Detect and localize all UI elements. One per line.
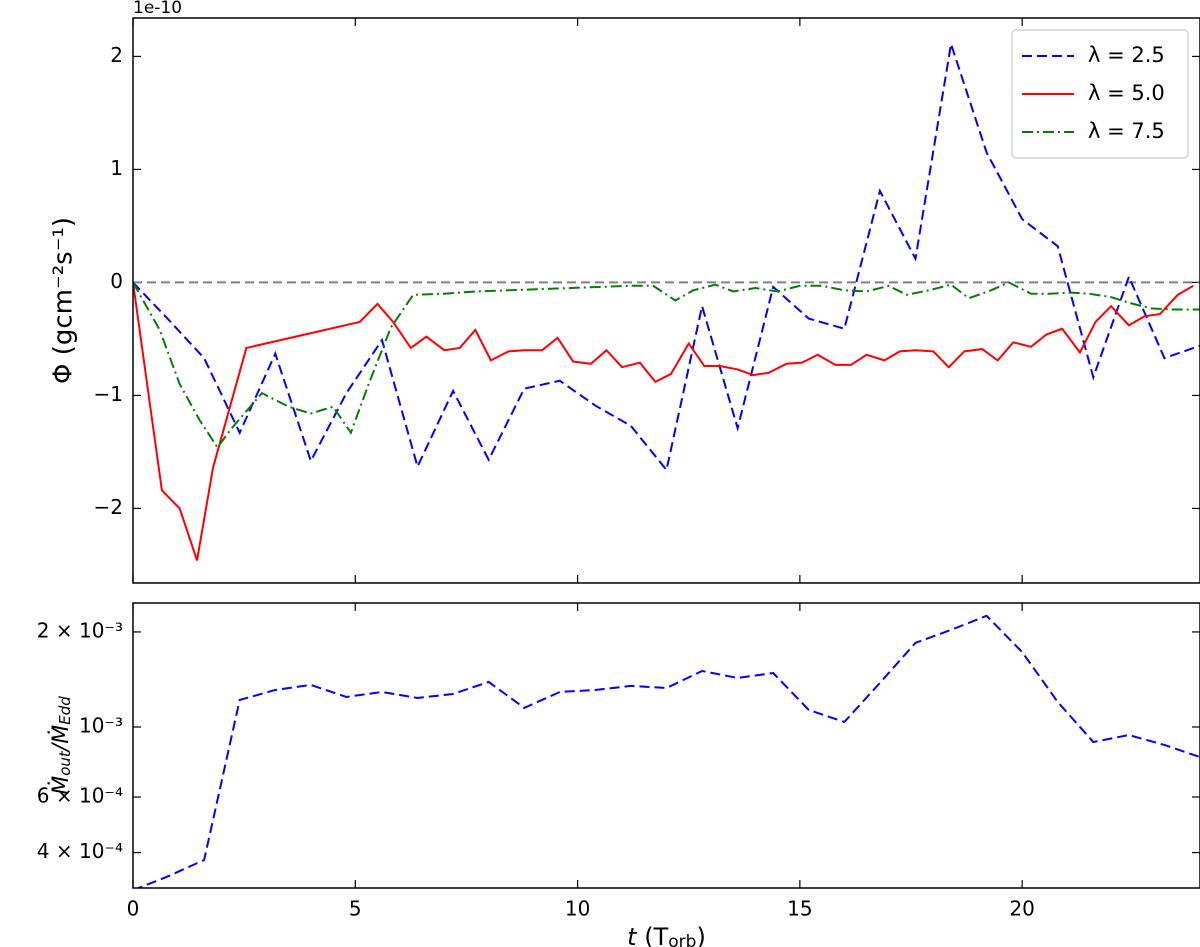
x-axis-label-part: (T (637, 923, 669, 947)
plot-frame (132, 602, 1200, 889)
y-tick-label: 2 × 10⁻³ (37, 618, 123, 642)
x-axis-label-part: t (627, 923, 638, 947)
data-line (133, 281, 1200, 450)
y-axis-label: Φ (gcm⁻²s⁻¹) (49, 217, 79, 384)
y-tick-label: −2 (94, 495, 123, 519)
data-line (133, 282, 1194, 561)
y-tick-label: 1 (110, 156, 123, 180)
x-tick-label: 5 (349, 897, 362, 921)
y-axis-label: Ṁout/ṀEdd (48, 696, 74, 795)
x-axis-label-part: orb (668, 932, 696, 947)
data-line (135, 614, 1200, 888)
y-tick-label: 2 (110, 43, 123, 67)
y-tick-label: 0 (110, 269, 123, 293)
y-tick-label: 6 × 10⁻⁴ (37, 784, 123, 808)
legend-box (1011, 29, 1189, 159)
x-tick-label: 0 (127, 897, 140, 921)
x-axis-label-part: ) (696, 923, 705, 947)
x-tick-label: 20 (1009, 897, 1034, 921)
legend-label: λ = 7.5 (1088, 119, 1165, 143)
plot-frame (132, 17, 1200, 584)
y-tick-label: 10⁻³ (79, 713, 123, 737)
x-tick-label: 15 (787, 897, 812, 921)
legend-label: λ = 2.5 (1088, 43, 1165, 67)
data-line (133, 43, 1200, 473)
y-axis-label-part: out (56, 750, 74, 776)
y-axis-label-part: /Ṁ (48, 725, 74, 753)
x-tick-label: 10 (565, 897, 590, 921)
y-tick-label: 4 × 10⁻⁴ (37, 839, 123, 863)
legend-label: λ = 5.0 (1088, 81, 1165, 105)
offset-text: 1e-10 (133, 0, 182, 18)
y-tick-label: −1 (94, 382, 123, 406)
x-axis-label: t (Torb) (627, 923, 706, 947)
y-axis-label-part: Edd (56, 696, 74, 725)
y-axis-label-part: Ṁ (48, 776, 74, 795)
